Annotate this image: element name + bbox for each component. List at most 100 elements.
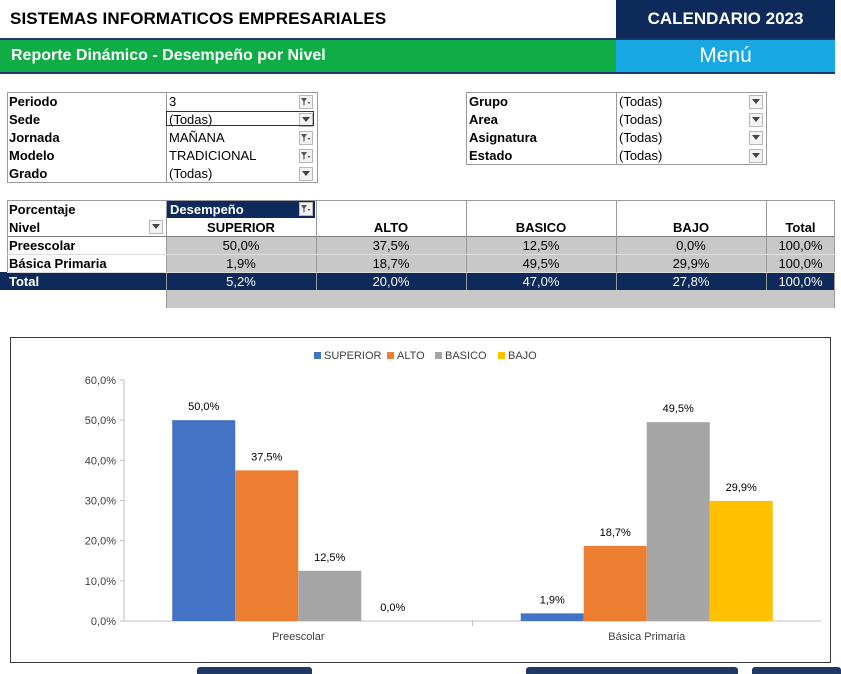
data-label: 0,0% <box>380 602 405 614</box>
dropdown-icon[interactable] <box>299 113 313 127</box>
filter-applied-icon[interactable] <box>299 95 313 109</box>
chart-svg: 0,0% 10,0% 20,0% 30,0% 40,0% 50,0% 60,0% Preesc… <box>85 350 821 643</box>
menu-button[interactable]: Menú <box>616 40 835 72</box>
performance-chart[interactable]: 0,0% 10,0% 20,0% 30,0% 40,0% 50,0% 60,0% Preesc… <box>10 337 831 663</box>
pivot-total-row <box>0 272 835 290</box>
filter-value-1[interactable]: (Todas) <box>619 112 663 127</box>
filter-label-4: Grado <box>9 166 48 181</box>
y-tick-label: 30,0% <box>85 496 116 508</box>
pivot-row-value[interactable]: 18,7% <box>372 256 410 271</box>
filter-applied-icon[interactable] <box>299 149 313 163</box>
pivot-left-line <box>7 200 8 272</box>
pivot-row-value[interactable]: 29,9% <box>672 256 710 271</box>
row-field-label: Nivel <box>9 220 41 235</box>
legend-swatch-superior <box>314 352 321 359</box>
filter-label-3: Modelo <box>9 148 55 163</box>
filter-divider <box>166 92 167 182</box>
filter-value-2[interactable]: (Todas) <box>619 130 663 145</box>
filter-value-3[interactable]: (Todas) <box>619 148 663 163</box>
filter-label-1: Sede <box>9 112 41 127</box>
x-category-label: Básica Primaria <box>608 631 686 643</box>
pivot-row-label: Preescolar <box>9 238 76 253</box>
bar-alto <box>583 545 647 621</box>
column-header-total: Total <box>785 220 816 235</box>
legend-label: ALTO <box>397 350 425 362</box>
data-label: 50,0% <box>188 401 219 413</box>
column-header-alto: ALTO <box>373 220 409 235</box>
legend-label: BAJO <box>508 350 537 362</box>
pivot-total-value[interactable]: 100,0% <box>778 274 823 289</box>
pivot-total-label: Total <box>9 274 40 289</box>
filters-left-panel <box>7 92 318 183</box>
pivot-row-value[interactable]: 0,0% <box>676 238 706 253</box>
pivot-col-line <box>316 200 317 290</box>
data-label: 49,5% <box>663 403 694 415</box>
pivot-row-value[interactable]: 100,0% <box>778 256 823 271</box>
pivot-top-line <box>7 200 835 201</box>
filter-value-4[interactable]: (Todas) <box>169 166 213 181</box>
data-label: 18,7% <box>600 527 631 539</box>
pivot-row-value[interactable]: 12,5% <box>522 238 560 253</box>
pivot-row-value[interactable]: 49,5% <box>522 256 560 271</box>
column-field-label: Desempeño <box>170 202 244 217</box>
bar-alto <box>235 470 299 621</box>
company-header: SISTEMAS INFORMATICOS EMPRESARIALES <box>0 0 616 38</box>
pivot-row-value[interactable]: 50,0% <box>222 238 260 253</box>
legend-swatch-basico <box>435 352 442 359</box>
filter-value-2[interactable]: MAÑANA <box>169 130 225 145</box>
y-tick-label: 20,0% <box>85 536 116 548</box>
legend-swatch-alto <box>387 352 394 359</box>
filter-label-2: Jornada <box>9 130 60 145</box>
dropdown-icon[interactable] <box>749 113 763 127</box>
filter-value-1[interactable]: (Todas) <box>169 112 213 127</box>
pivot-row-separator <box>7 272 835 273</box>
data-label: 29,9% <box>726 482 757 494</box>
sheet-tab[interactable] <box>752 667 841 674</box>
pivot-row-value[interactable]: 1,9% <box>226 256 256 271</box>
column-filter-icon[interactable] <box>299 202 313 216</box>
row-field-dropdown-icon[interactable] <box>149 220 163 234</box>
header-divider <box>0 38 835 40</box>
pivot-row-value[interactable]: 37,5% <box>372 238 410 253</box>
sheet-tab[interactable] <box>526 667 738 674</box>
column-header-superior: SUPERIOR <box>207 220 275 235</box>
filter-label-0: Periodo <box>9 94 58 109</box>
filter-label-3: Estado <box>469 148 513 163</box>
legend-label: BASICO <box>445 350 487 362</box>
sheet-tab[interactable] <box>197 667 312 674</box>
pivot-header-line <box>7 236 835 237</box>
dropdown-icon[interactable] <box>749 95 763 109</box>
column-field-header[interactable] <box>166 201 315 218</box>
calendar-button[interactable]: CALENDARIO 2023 <box>616 0 835 38</box>
y-tick-label: 10,0% <box>85 576 116 588</box>
filter-value-0[interactable]: (Todas) <box>619 94 663 109</box>
bar-basico <box>298 570 362 621</box>
bar-bajo <box>709 500 773 621</box>
bar-superior <box>172 420 236 621</box>
filter-value-0[interactable]: 3 <box>169 94 177 109</box>
pivot-row-label: Básica Primaria <box>9 256 107 271</box>
pivot-total-value[interactable]: 5,2% <box>226 274 256 289</box>
dropdown-icon[interactable] <box>299 167 313 181</box>
y-tick-label: 50,0% <box>85 415 116 427</box>
pivot-total-value[interactable]: 47,0% <box>522 274 560 289</box>
filter-value-3[interactable]: TRADICIONAL <box>169 148 257 163</box>
pivot-blank-row <box>166 290 835 308</box>
filter-divider <box>616 92 617 164</box>
filter-label-2: Asignatura <box>469 130 537 145</box>
pivot-col-line <box>616 200 617 290</box>
header-divider-bottom <box>0 72 835 74</box>
pivot-total-value[interactable]: 27,8% <box>672 274 710 289</box>
legend-swatch-bajo <box>498 352 505 359</box>
filter-label-1: Area <box>469 112 498 127</box>
pivot-row-value[interactable]: 100,0% <box>778 238 823 253</box>
value-field-label: Porcentaje <box>9 202 76 217</box>
pivot-col-line <box>766 200 767 290</box>
dropdown-icon[interactable] <box>749 131 763 145</box>
dropdown-icon[interactable] <box>749 149 763 163</box>
pivot-total-value[interactable]: 20,0% <box>372 274 410 289</box>
legend-label: SUPERIOR <box>324 350 382 362</box>
x-category-label: Preescolar <box>272 631 325 643</box>
filter-applied-icon[interactable] <box>299 131 313 145</box>
data-label: 37,5% <box>251 451 282 463</box>
